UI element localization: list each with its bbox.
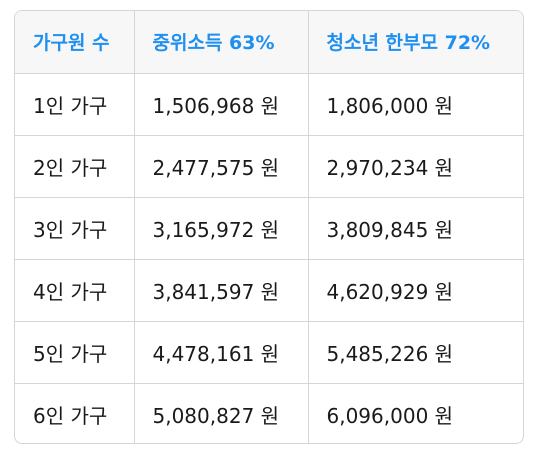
youth-72-cell: 4,620,929 원 bbox=[308, 259, 523, 322]
youth-72-cell: 6,096,000 원 bbox=[326, 403, 454, 428]
median-63-cell: 2,477,575 원 bbox=[134, 135, 309, 198]
header-household-size: 가구원 수 bbox=[15, 11, 135, 74]
header-youth-single-parent-72: 청소년 한부모 72% bbox=[308, 11, 523, 74]
table-row: 3인 가구 3,165,972 원 3,809,845 원 bbox=[15, 197, 523, 260]
median-63-cell: 3,841,597 원 bbox=[134, 259, 309, 322]
household-size-cell: 4인 가구 bbox=[15, 259, 135, 322]
household-size-cell: 3인 가구 bbox=[15, 197, 135, 260]
median-63-cell: 1,506,968 원 bbox=[134, 73, 309, 136]
table-row: 6인 가구 5,080,827 원 6,096,000 원 bbox=[15, 383, 523, 443]
median-63-cell: 4,478,161 원 bbox=[134, 321, 309, 384]
income-table-card: 가구원 수 중위소득 63% 청소년 한부모 72% 1인 가구 1,506,9… bbox=[14, 10, 524, 444]
youth-72-cell: 3,809,845 원 bbox=[308, 197, 523, 260]
household-size-cell: 5인 가구 bbox=[15, 321, 135, 384]
household-size-cell: 1인 가구 bbox=[15, 73, 135, 136]
income-table: 가구원 수 중위소득 63% 청소년 한부모 72% 1인 가구 1,506,9… bbox=[15, 11, 523, 443]
youth-72-cell: 5,485,226 원 bbox=[308, 321, 523, 384]
header-median-income-63: 중위소득 63% bbox=[134, 11, 309, 74]
median-63-cell: 3,165,972 원 bbox=[134, 197, 309, 260]
table-row: 1인 가구 1,506,968 원 1,806,000 원 bbox=[15, 73, 523, 136]
table-row: 4인 가구 3,841,597 원 4,620,929 원 bbox=[15, 259, 523, 322]
household-size-cell: 2인 가구 bbox=[15, 135, 135, 198]
table-row: 5인 가구 4,478,161 원 5,485,226 원 bbox=[15, 321, 523, 384]
table-header-row: 가구원 수 중위소득 63% 청소년 한부모 72% bbox=[15, 11, 523, 74]
youth-72-cell: 2,970,234 원 bbox=[308, 135, 523, 198]
table-row: 2인 가구 2,477,575 원 2,970,234 원 bbox=[15, 135, 523, 198]
youth-72-cell: 1,806,000 원 bbox=[308, 73, 523, 136]
median-63-cell: 5,080,827 원 bbox=[134, 383, 309, 443]
household-size-cell: 6인 가구 bbox=[15, 383, 135, 443]
